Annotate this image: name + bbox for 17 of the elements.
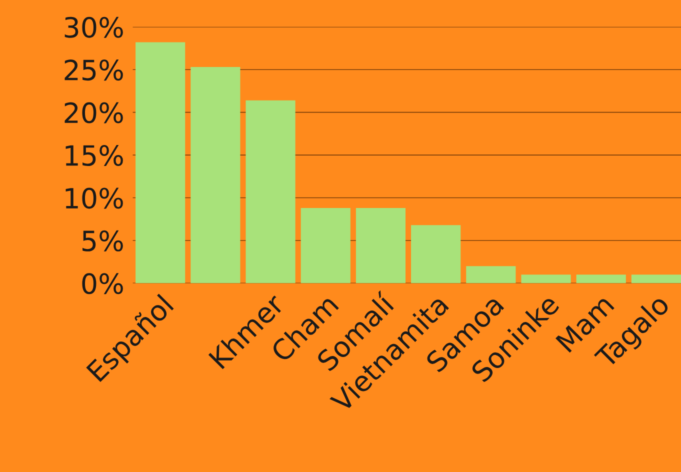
y-tick-label: 20%: [64, 102, 123, 124]
bar: [190, 67, 240, 284]
bar: [466, 266, 516, 284]
bar: [300, 208, 350, 284]
bar: [631, 274, 681, 284]
y-tick-label: 10%: [66, 188, 123, 209]
bar: [246, 100, 296, 284]
y-tick-label: 5%: [82, 230, 123, 252]
bar: [136, 42, 186, 284]
bar: [576, 274, 626, 284]
bar: [521, 274, 571, 284]
bar: [411, 225, 461, 284]
bar: [356, 208, 406, 284]
y-tick-label: 0%: [82, 273, 123, 294]
y-tick-label: 25%: [64, 60, 123, 81]
y-tick-label: 30%: [64, 16, 123, 38]
y-tick-label: 15%: [66, 144, 123, 166]
